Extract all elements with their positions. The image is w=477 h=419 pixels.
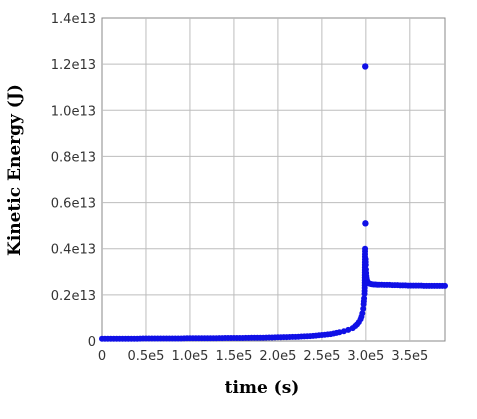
y-tick-label: 0 (88, 335, 96, 350)
x-tick-label: 0.5e5 (127, 349, 164, 364)
y-tick-label: 0.6e13 (51, 197, 96, 212)
y-tick-label: 0.8e13 (51, 150, 96, 165)
x-tick-label: 2.5e5 (303, 349, 340, 364)
y-tick-labels: 0 0.2e13 0.4e13 0.6e13 0.8e13 1.0e13 1.2e13 1.4… (51, 12, 96, 350)
y-tick-label: 1.0e13 (51, 104, 96, 119)
data-point (362, 63, 368, 69)
x-axis-title: time (s) (225, 378, 300, 398)
data-point (362, 220, 368, 226)
x-tick-label: 0 (98, 349, 106, 364)
y-tick-label: 0.2e13 (51, 289, 96, 304)
x-tick-label: 1.0e5 (171, 349, 208, 364)
x-tick-label: 3.0e5 (347, 349, 384, 364)
x-tick-label: 1.5e5 (215, 349, 252, 364)
y-tick-label: 1.4e13 (51, 12, 96, 27)
y-tick-label: 0.4e13 (51, 243, 96, 258)
x-tick-labels: 0 0.5e5 1.0e5 1.5e5 2.0e5 2.5e5 3.0e5 3.5e5 (98, 349, 428, 364)
x-tick-label: 2.0e5 (259, 349, 296, 364)
y-tick-label: 1.2e13 (51, 58, 96, 73)
x-tick-label: 3.5e5 (391, 349, 428, 364)
data-point (442, 283, 448, 289)
plot-frame (102, 18, 445, 341)
data-point (362, 246, 368, 252)
y-axis-title: Kinetic Energy (J) (5, 84, 25, 256)
